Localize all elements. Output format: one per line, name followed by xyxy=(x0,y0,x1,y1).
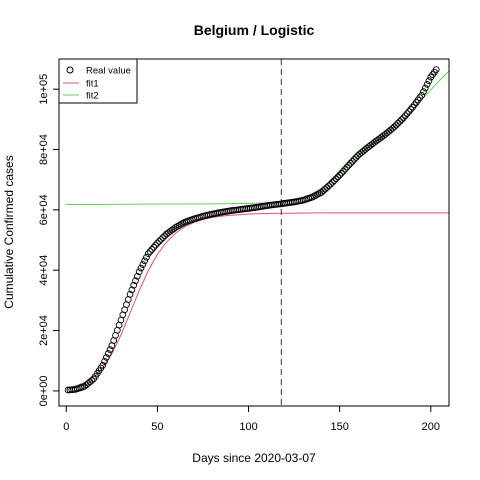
data-point xyxy=(126,291,134,298)
chart-title: Belgium / Logistic xyxy=(194,22,315,38)
data-point xyxy=(339,167,347,175)
data-point xyxy=(407,106,415,113)
data-point xyxy=(332,175,340,183)
data-point xyxy=(349,158,356,165)
data-point xyxy=(421,84,429,92)
x-tick-label: 50 xyxy=(151,421,163,433)
y-tick-label: 2e+04 xyxy=(38,315,50,346)
data-point xyxy=(101,357,108,365)
data-point xyxy=(135,268,143,276)
series-line-fit1 xyxy=(66,212,449,389)
data-point xyxy=(103,354,110,361)
data-point xyxy=(403,110,411,117)
legend: Real value fit1 fit2 xyxy=(58,58,138,104)
data-point xyxy=(334,173,342,181)
data-point xyxy=(405,108,413,115)
data-point xyxy=(106,346,114,353)
data-point xyxy=(148,246,156,253)
x-tick-label: 200 xyxy=(422,421,440,433)
data-point xyxy=(401,112,409,120)
data-point xyxy=(99,361,107,369)
data-point xyxy=(134,272,141,280)
x-axis-label: Days since 2020-03-07 xyxy=(192,451,316,465)
data-point xyxy=(150,243,158,251)
data-point xyxy=(152,241,159,249)
data-point xyxy=(420,88,427,95)
data-point xyxy=(137,264,145,272)
data-point xyxy=(352,154,360,161)
data-point xyxy=(159,234,167,241)
data-point xyxy=(423,80,431,88)
data-point xyxy=(400,114,407,122)
data-point xyxy=(341,165,349,173)
data-point xyxy=(389,125,396,132)
data-point xyxy=(143,253,150,261)
legend-label-fit2: fit2 xyxy=(86,91,99,102)
data-point xyxy=(155,237,163,245)
data-point xyxy=(345,161,353,169)
y-tick-label: 1e+05 xyxy=(38,74,50,105)
data-point xyxy=(396,118,404,125)
legend-box xyxy=(58,58,138,104)
legend-label-real-value: Real value xyxy=(86,66,131,77)
legend-label-fit1: fit1 xyxy=(86,79,99,90)
data-point xyxy=(432,66,440,73)
x-tick-label: 150 xyxy=(330,421,348,433)
data-point xyxy=(154,239,161,247)
x-tick-label: 100 xyxy=(239,421,257,433)
data-point xyxy=(330,177,338,184)
data-point xyxy=(338,169,345,177)
data-point xyxy=(325,182,333,190)
data-point xyxy=(425,77,433,85)
data-point xyxy=(144,250,152,257)
data-point xyxy=(104,350,112,357)
data-point xyxy=(327,180,334,188)
data-point xyxy=(347,159,354,167)
y-tick-label: 8e+04 xyxy=(38,134,50,165)
plot-frame xyxy=(58,58,450,407)
data-point xyxy=(84,380,92,387)
y-tick-label: 0e+00 xyxy=(38,375,50,406)
data-point xyxy=(132,277,139,285)
data-point xyxy=(350,156,358,163)
data-point xyxy=(398,116,405,124)
data-point xyxy=(390,123,398,131)
data-point xyxy=(343,163,351,171)
data-point xyxy=(88,377,96,384)
data-point xyxy=(130,281,138,289)
data-point xyxy=(128,286,136,294)
data-point xyxy=(392,121,400,129)
data-point xyxy=(170,225,178,233)
legend-point-symbol xyxy=(66,66,74,74)
data-point xyxy=(139,261,147,268)
y-axis-label: Cumulative Confirmed cases xyxy=(2,155,16,308)
data-point xyxy=(418,91,426,99)
x-axis: 0 50 100 150 200 xyxy=(63,406,440,433)
y-axis: 0e+00 2e+04 4e+04 6e+04 8e+04 1e+05 xyxy=(38,74,59,406)
data-point xyxy=(394,119,402,127)
y-tick-label: 4e+04 xyxy=(38,255,50,286)
data-point xyxy=(336,171,344,179)
data-point xyxy=(157,236,165,243)
x-tick-label: 0 xyxy=(63,421,69,433)
y-tick-label: 6e+04 xyxy=(38,194,50,225)
data-point xyxy=(146,248,154,255)
data-point xyxy=(141,257,149,265)
data-point xyxy=(329,179,336,186)
